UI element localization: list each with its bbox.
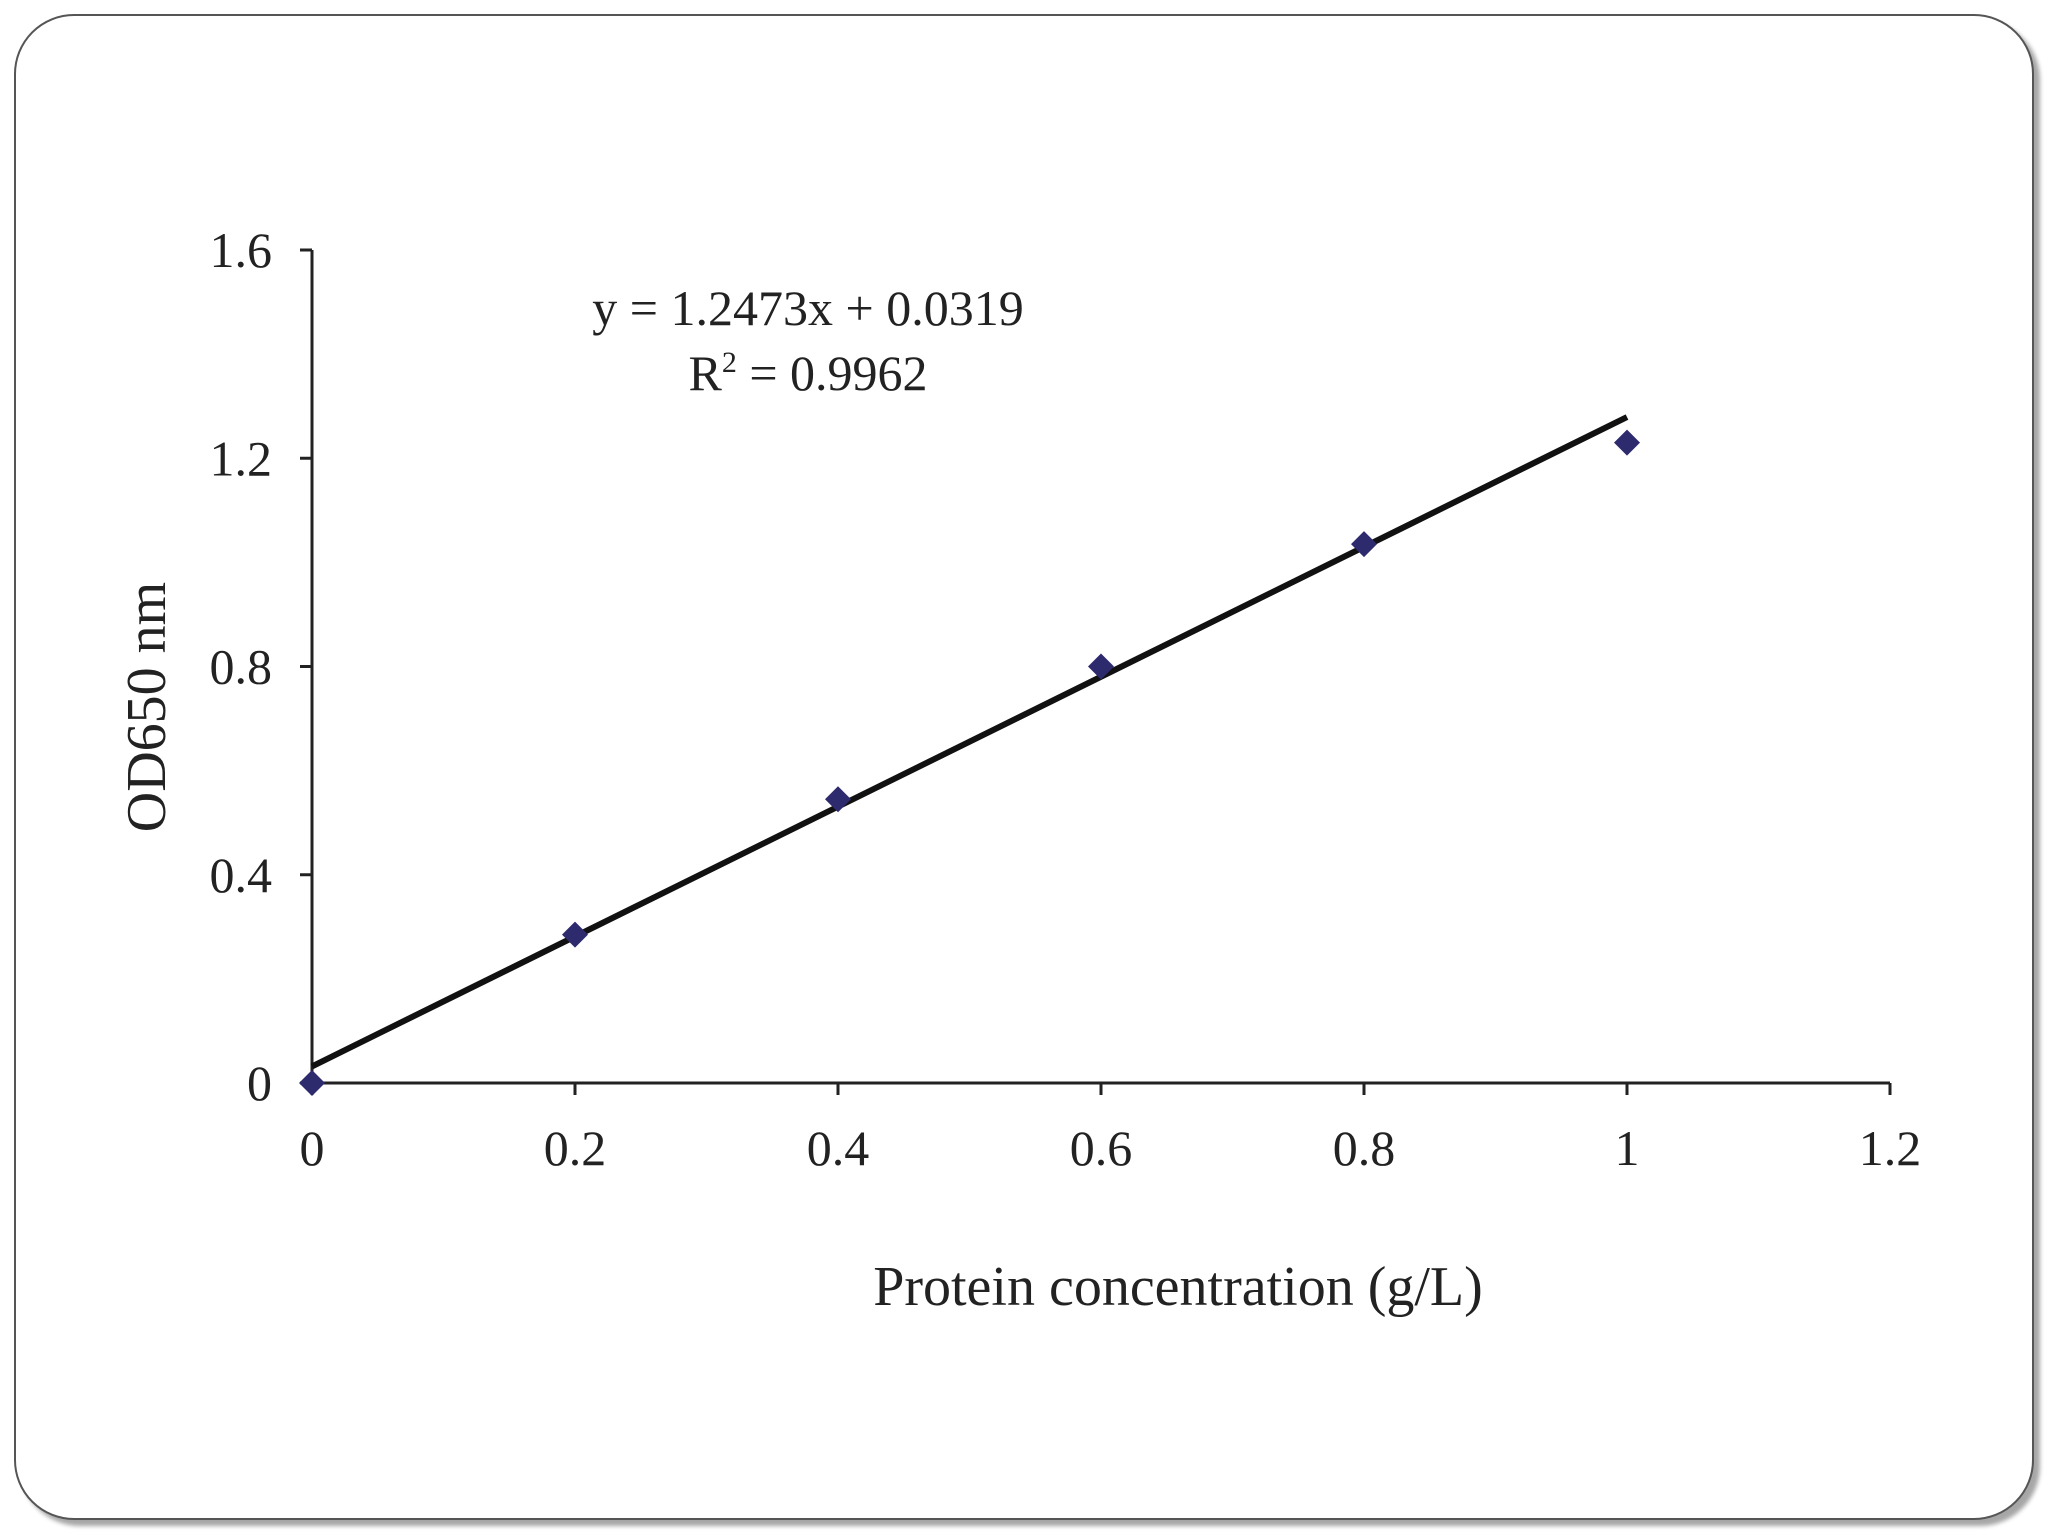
- data-point: [562, 921, 588, 948]
- equation-label: y = 1.2473x + 0.0319: [592, 280, 1023, 336]
- ticks: 0 0.2 0.4 0.6 0.8 1 1.2 0 0.4 0.8 1.2 1.6: [210, 222, 1922, 1176]
- r-squared-label: R2 = 0.9962: [688, 345, 927, 401]
- y-tick-label: 0: [247, 1055, 272, 1111]
- x-tick-label: 0: [300, 1120, 325, 1176]
- data-points: [299, 429, 1640, 1096]
- data-point: [299, 1070, 325, 1096]
- x-axis-label: Protein concentration (g/L): [873, 1256, 1483, 1318]
- y-axis-label: OD650 nm: [116, 582, 178, 832]
- data-point: [825, 786, 851, 813]
- slide-frame: [14, 14, 2034, 1520]
- trendline-group: [310, 414, 1629, 1070]
- x-tick-label: 0.4: [807, 1120, 870, 1176]
- x-tick-label: 0.2: [544, 1120, 607, 1176]
- y-tick-label: 0.8: [210, 639, 273, 695]
- x-tick-label: 0.8: [1333, 1120, 1396, 1176]
- data-point: [1088, 653, 1114, 680]
- y-tick-label: 1.6: [210, 222, 273, 278]
- x-tick-label: 1.2: [1859, 1120, 1922, 1176]
- y-tick-label: 1.2: [210, 430, 273, 486]
- trendline: [310, 414, 1629, 1070]
- data-point: [1351, 531, 1377, 558]
- y-tick-label: 0.4: [210, 847, 273, 903]
- x-tick-label: 0.6: [1070, 1120, 1133, 1176]
- x-tick-label: 1: [1615, 1120, 1640, 1176]
- data-point: [1614, 429, 1640, 456]
